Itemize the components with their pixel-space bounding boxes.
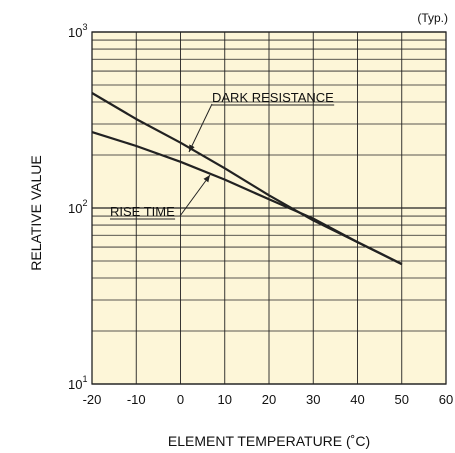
y-tick-label: 103 bbox=[68, 22, 87, 40]
x-tick-labels: -20 -10 0 10 20 30 40 50 60 bbox=[83, 392, 454, 407]
x-tick-label: 50 bbox=[395, 392, 409, 407]
y-tick-label: 101 bbox=[68, 374, 87, 392]
series-line-rise-time bbox=[91, 131, 403, 266]
annotation-leader-arrow bbox=[188, 103, 213, 153]
annotation-label-dark-resistance: DARK RESISTANCE bbox=[212, 90, 334, 105]
annotation-label-rise-time: RISE TIME bbox=[110, 204, 175, 219]
x-tick-label: 20 bbox=[262, 392, 276, 407]
x-tick-label: -20 bbox=[83, 392, 102, 407]
x-axis-title: ELEMENT TEMPERATURE (˚C) bbox=[168, 433, 370, 449]
y-axis-title: RELATIVE VALUE bbox=[28, 155, 44, 270]
annotation-layer: DARK RESISTANCE RISE TIME bbox=[110, 90, 335, 220]
x-tick-label: 40 bbox=[350, 392, 364, 407]
plot-frame bbox=[91, 31, 447, 385]
y-tick-label: 102 bbox=[68, 198, 87, 216]
y-tick-labels: 101 102 103 bbox=[68, 22, 87, 392]
series-layer bbox=[91, 92, 403, 266]
x-tick-label: -10 bbox=[127, 392, 146, 407]
x-tick-label: 30 bbox=[306, 392, 320, 407]
annotation-leader-arrow bbox=[179, 174, 211, 217]
x-tick-label: 10 bbox=[218, 392, 232, 407]
x-tick-label: 0 bbox=[177, 392, 184, 407]
x-tick-label: 60 bbox=[439, 392, 453, 407]
typical-note: (Typ.) bbox=[417, 11, 448, 25]
